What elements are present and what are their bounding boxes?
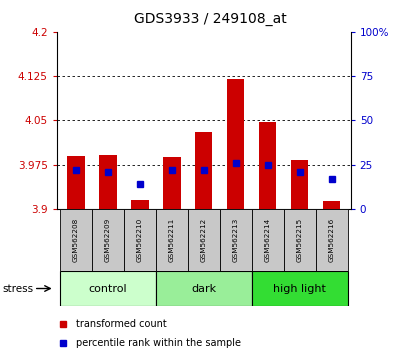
Text: transformed count: transformed count <box>76 319 167 329</box>
Bar <box>99 155 117 209</box>
Bar <box>291 160 308 209</box>
Text: GDS3933 / 249108_at: GDS3933 / 249108_at <box>134 12 286 27</box>
Bar <box>252 271 347 306</box>
Text: GSM562211: GSM562211 <box>169 218 175 262</box>
Text: GSM562210: GSM562210 <box>137 218 143 262</box>
Bar <box>220 209 252 271</box>
Bar <box>284 209 315 271</box>
Bar <box>259 121 276 209</box>
Bar <box>163 157 181 209</box>
Bar <box>315 209 347 271</box>
Text: GSM562214: GSM562214 <box>265 218 270 262</box>
Bar <box>67 156 85 209</box>
Bar <box>92 209 124 271</box>
Bar <box>131 200 149 209</box>
Text: GSM562212: GSM562212 <box>201 218 207 262</box>
Bar <box>156 209 188 271</box>
Bar <box>252 209 284 271</box>
Text: control: control <box>89 284 127 293</box>
Bar <box>195 132 213 209</box>
Bar <box>156 271 252 306</box>
Text: stress: stress <box>2 284 33 293</box>
Text: GSM562215: GSM562215 <box>297 218 302 262</box>
Text: dark: dark <box>191 284 216 293</box>
Text: percentile rank within the sample: percentile rank within the sample <box>76 338 241 348</box>
Text: high light: high light <box>273 284 326 293</box>
Bar <box>188 209 220 271</box>
Bar <box>227 79 244 209</box>
Bar <box>60 271 156 306</box>
Text: GSM562216: GSM562216 <box>328 218 334 262</box>
Bar <box>124 209 156 271</box>
Text: GSM562209: GSM562209 <box>105 218 111 262</box>
Bar <box>60 209 92 271</box>
Text: GSM562213: GSM562213 <box>233 218 239 262</box>
Bar <box>323 201 340 209</box>
Text: GSM562208: GSM562208 <box>73 218 79 262</box>
